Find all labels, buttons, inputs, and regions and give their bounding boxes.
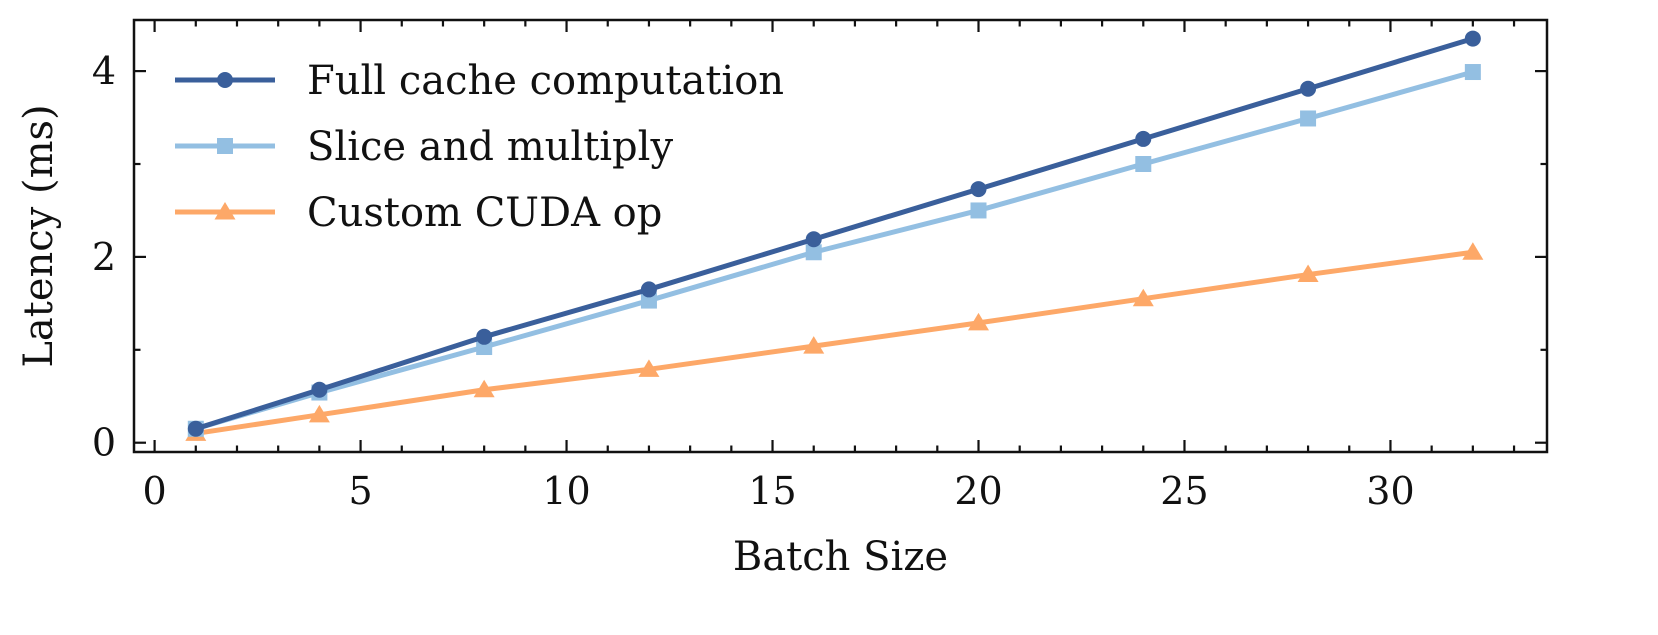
legend-label: Custom CUDA op: [307, 190, 662, 236]
series-square: [187, 64, 1481, 437]
legend-entry: Slice and multiply: [175, 124, 673, 170]
data-point: [1464, 30, 1481, 47]
x-tick-label: 20: [954, 469, 1002, 513]
x-axis-title: Batch Size: [733, 534, 948, 580]
x-tick-label: 25: [1160, 469, 1208, 513]
data-point: [1135, 130, 1152, 147]
data-point: [640, 292, 657, 309]
legend-entry: Custom CUDA op: [175, 190, 662, 236]
data-point: [638, 359, 660, 377]
x-tick-label: 0: [143, 469, 167, 513]
x-tick-label: 30: [1366, 469, 1414, 513]
data-point: [308, 404, 330, 423]
data-point: [803, 336, 825, 354]
y-axis-title: Latency (ms): [16, 104, 62, 367]
data-point: [187, 420, 204, 437]
data-point: [1135, 156, 1152, 172]
plot-series: [185, 30, 1484, 441]
data-point: [476, 328, 493, 345]
legend-label: Slice and multiply: [307, 124, 673, 170]
legend-marker: [214, 202, 236, 220]
x-tick-label: 5: [348, 469, 372, 513]
data-point: [1297, 264, 1319, 283]
legend-marker: [217, 72, 233, 88]
data-point: [640, 281, 657, 298]
data-point: [1300, 80, 1317, 97]
legend-label: Full cache computation: [307, 58, 784, 104]
data-point: [805, 231, 822, 248]
legend: Full cache computation Slice and multiply…: [175, 58, 784, 236]
plot-area-frame: [132, 18, 1549, 454]
data-point: [1464, 64, 1481, 81]
data-point: [968, 312, 990, 331]
data-point: [970, 181, 987, 198]
x-tick-label: 10: [542, 469, 590, 513]
data-point: [473, 379, 495, 398]
data-point: [805, 244, 822, 261]
data-point: [1132, 288, 1154, 307]
data-point: [970, 202, 987, 219]
y-tick-label: 0: [92, 421, 116, 465]
axis-ticks: 0 5 10 15 20 25 30 0 2 4: [92, 20, 1547, 513]
series-triangle: [185, 242, 1484, 441]
series-line: [193, 249, 1476, 436]
data-point: [1300, 110, 1317, 127]
series-circle: [187, 30, 1481, 437]
legend-marker: [217, 138, 233, 154]
data-point: [1462, 242, 1484, 260]
legend-entry: Full cache computation: [175, 58, 784, 104]
y-tick-label: 2: [92, 235, 116, 279]
data-point: [311, 381, 328, 398]
y-tick-label: 4: [92, 49, 116, 93]
x-tick-label: 15: [748, 469, 796, 513]
